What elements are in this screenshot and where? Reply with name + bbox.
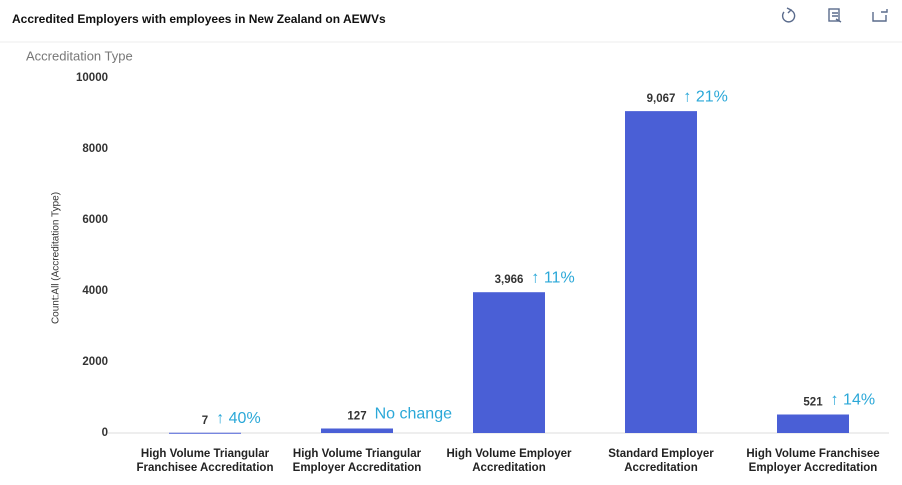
y-tick-label: 6000 [82, 214, 108, 226]
x-tick-label: High Volume Triangular Employer Accredit… [292, 448, 422, 474]
export-doc [828, 8, 840, 22]
x-tick-label: High Volume Employer Accreditation [446, 448, 572, 474]
expand-arrow [881, 9, 888, 13]
bar [321, 428, 393, 433]
y-axis-label: Count:All (Accreditation Type) [51, 192, 62, 324]
value-label: 127 [347, 411, 366, 423]
change-annotation: No change [375, 406, 452, 423]
refresh-head [786, 7, 793, 14]
change-annotation: ↑ 14% [831, 392, 875, 409]
bar [777, 414, 849, 433]
y-tick-label: 0 [102, 427, 108, 439]
expand-frame [872, 12, 887, 22]
y-tick-label: 2000 [82, 356, 108, 368]
export-lines [832, 12, 842, 23]
expand-icon[interactable] [872, 9, 888, 22]
refresh-icon[interactable] [781, 7, 796, 23]
change-annotation: ↑ 21% [683, 88, 727, 105]
legend-title: Accreditation Type [26, 48, 133, 63]
y-tick-label: 4000 [82, 285, 108, 297]
export-icon[interactable] [828, 8, 842, 23]
x-tick-label: High Volume Franchisee Employer Accredit… [746, 448, 880, 474]
y-tick-label: 10000 [76, 72, 108, 84]
value-label: 9,067 [647, 93, 676, 105]
value-label: 3,966 [495, 274, 524, 286]
header-bar [0, 0, 902, 42]
value-label: 521 [803, 397, 823, 409]
chart-title: Accredited Employers with employees in N… [12, 12, 386, 26]
refresh-arc [781, 9, 796, 23]
bar [473, 292, 545, 433]
bar [169, 432, 241, 434]
y-tick-label: 8000 [82, 143, 108, 155]
bar [625, 111, 697, 434]
x-tick-label: Standard Employer Accreditation [608, 448, 714, 474]
value-label: 7 [202, 415, 208, 427]
x-tick-label: High Volume Triangular Franchisee Accred… [136, 448, 274, 474]
change-annotation: ↑ 11% [531, 269, 574, 286]
change-annotation: ↑ 40% [216, 410, 260, 427]
